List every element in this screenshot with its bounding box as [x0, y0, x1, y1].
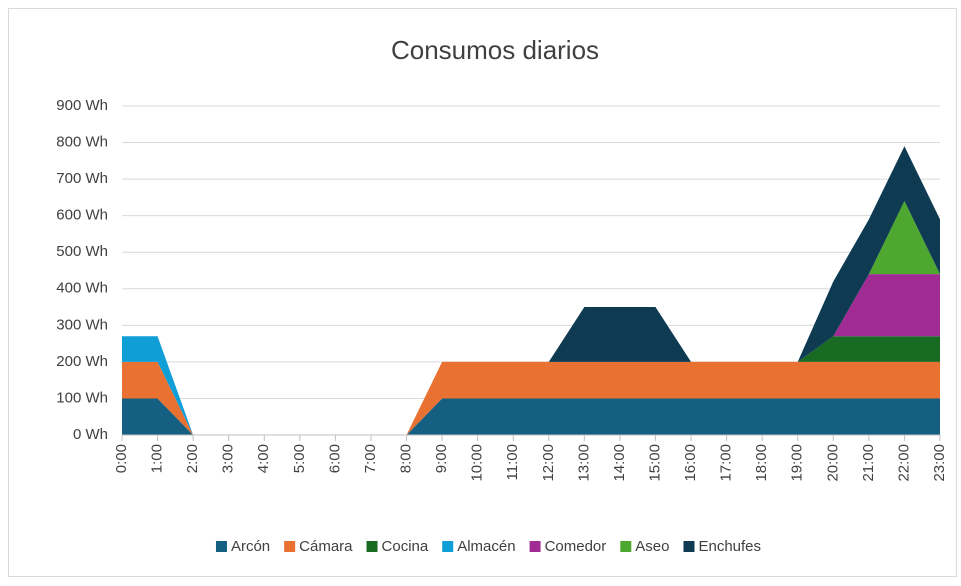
x-tick-label: 23:00	[931, 444, 948, 482]
y-tick-label: 900 Wh	[56, 97, 108, 114]
x-tick-label: 11:00	[504, 444, 521, 480]
x-tick-label: 6:00	[326, 444, 343, 473]
legend: Arcón Cámara Cocina Almacén Comedor Aseo Enchu…	[215, 538, 761, 555]
x-tick-label: 16:00	[682, 444, 699, 482]
x-tick-label: 17:00	[718, 444, 735, 482]
legend-label: Aseo	[635, 538, 669, 555]
x-tick-label: 1:00	[149, 444, 166, 473]
y-tick-label: 800 Wh	[56, 134, 108, 151]
chart-title: Consumos diarios	[391, 35, 599, 65]
area	[122, 398, 940, 435]
y-tick-label: 600 Wh	[56, 207, 108, 224]
legend-label: Enchufes	[698, 538, 761, 555]
legend-swatch	[683, 541, 695, 552]
y-tick-label: 0 Wh	[73, 426, 108, 443]
legend-swatch	[366, 541, 378, 552]
y-tick-label: 500 Wh	[56, 243, 108, 260]
x-tick-label: 22:00	[895, 444, 912, 482]
x-tick-label: 7:00	[362, 444, 379, 473]
x-tick-label: 13:00	[575, 444, 592, 482]
legend-label: Cocina	[382, 538, 429, 555]
chart-border	[8, 8, 957, 577]
area	[122, 361, 940, 435]
x-tick-label: 3:00	[220, 444, 237, 473]
legend-swatch	[620, 541, 632, 552]
x-tick-label: 20:00	[824, 444, 841, 482]
legend-label: Arcón	[231, 538, 270, 555]
y-tick-label: 100 Wh	[56, 389, 108, 406]
y-tick-label: 200 Wh	[56, 353, 108, 370]
y-tick-label: 300 Wh	[56, 316, 108, 333]
x-tick-label: 19:00	[789, 444, 806, 482]
x-tick-label: 9:00	[433, 444, 450, 473]
x-tick-label: 12:00	[540, 444, 557, 482]
legend-label: Cámara	[299, 538, 353, 555]
x-tick-label: 4:00	[255, 444, 272, 473]
legend-swatch	[442, 541, 454, 552]
y-tick-label: 400 Wh	[56, 280, 108, 297]
x-tick-label: 21:00	[860, 444, 877, 482]
legend-swatch	[284, 541, 296, 552]
x-tick-label: 14:00	[611, 444, 628, 482]
x-tick-label: 0:00	[113, 444, 130, 473]
x-tick-label: 8:00	[397, 444, 414, 473]
x-tick-label: 10:00	[469, 444, 486, 482]
x-tick-label: 18:00	[753, 444, 770, 482]
legend-swatch	[215, 541, 227, 552]
legend-label: Almacén	[457, 538, 515, 555]
legend-swatch	[529, 541, 541, 552]
legend-label: Comedor	[545, 538, 607, 555]
area	[122, 336, 940, 435]
x-tick-label: 15:00	[646, 444, 663, 482]
x-tick-label: 5:00	[291, 444, 308, 473]
y-tick-label: 700 Wh	[56, 170, 108, 187]
x-tick-label: 2:00	[184, 444, 201, 473]
